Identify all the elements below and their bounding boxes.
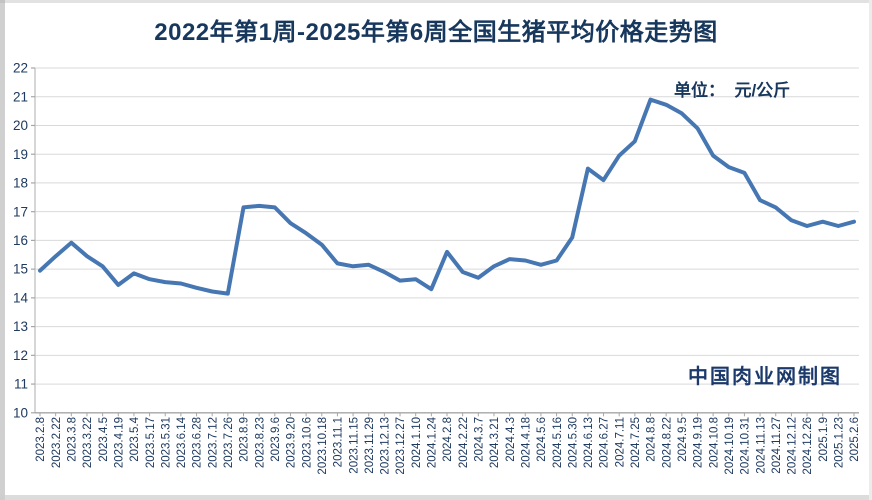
x-tick-label-11: 2023.7.12 xyxy=(207,417,219,468)
x-tick-label-52: 2025.2.6 xyxy=(849,417,861,462)
x-tick-label-28: 2024.3.7 xyxy=(474,417,486,462)
y-tick-label-16: 16 xyxy=(13,233,28,248)
x-tick-label-7: 2023.5.17 xyxy=(145,417,157,468)
x-tick-label-4: 2023.4.5 xyxy=(98,417,110,462)
x-tick-label-50: 2025.1.9 xyxy=(818,417,830,462)
y-tick-label-19: 19 xyxy=(13,147,28,162)
y-tick-label-11: 11 xyxy=(14,377,28,392)
x-tick-label-33: 2024.5.16 xyxy=(552,417,564,468)
price-line-series xyxy=(38,97,856,296)
unit-label: 单位： 元/公斤 xyxy=(674,81,791,100)
x-tick-label-18: 2023.10.18 xyxy=(317,417,329,475)
x-tick-label-31: 2024.4.18 xyxy=(520,417,532,468)
x-tick-label-37: 2024.7.11 xyxy=(614,417,626,467)
x-tick-label-12: 2023.7.26 xyxy=(223,417,235,468)
x-tick-label-24: 2024.1.10 xyxy=(411,417,423,468)
x-tick-label-38: 2024.7.25 xyxy=(630,417,642,468)
y-tick-label-15: 15 xyxy=(13,262,28,277)
x-tick-label-30: 2024.4.3 xyxy=(505,417,517,462)
watermark-text: 中国肉业网制图 xyxy=(688,366,842,388)
x-tick-label-16: 2023.9.20 xyxy=(286,417,298,468)
x-tick-label-21: 2023.11.29 xyxy=(364,417,376,474)
x-tick-label-5: 2023.4.19 xyxy=(113,417,125,468)
x-tick-label-3: 2023.3.22 xyxy=(82,417,94,468)
x-tick-label-26: 2024.2.8 xyxy=(442,417,454,462)
x-tick-label-1: 2023.2.22 xyxy=(51,417,63,468)
x-tick-label-25: 2024.1.24 xyxy=(427,416,439,468)
x-tick-label-9: 2023.6.14 xyxy=(176,416,188,468)
x-tick-label-14: 2023.8.23 xyxy=(254,417,266,468)
y-tick-label-12: 12 xyxy=(13,348,28,363)
y-tick-label-22: 22 xyxy=(13,61,28,76)
y-tick-label-20: 20 xyxy=(13,118,28,133)
x-tick-label-27: 2024.2.22 xyxy=(458,417,470,468)
x-tick-label-43: 2024.10.8 xyxy=(708,417,720,468)
x-tick-label-20: 2023.11.15 xyxy=(348,417,360,474)
x-tick-label-2: 2023.3.8 xyxy=(67,417,79,462)
x-tick-label-41: 2024.9.5 xyxy=(677,417,689,462)
y-tick-label-21: 21 xyxy=(13,89,28,104)
x-tick-label-44: 2024.10.19 xyxy=(724,417,736,475)
x-tick-label-51: 2025.1.23 xyxy=(834,417,846,468)
x-tick-label-32: 2024.5.6 xyxy=(536,417,548,462)
x-tick-label-17: 2023.10.6 xyxy=(301,417,313,468)
x-tick-label-23: 2023.12.27 xyxy=(395,417,407,475)
x-tick-label-0: 2023.2.8 xyxy=(35,417,47,462)
x-tick-label-13: 2023.8.9 xyxy=(239,417,251,462)
x-tick-label-22: 2023.12.13 xyxy=(380,417,392,475)
x-tick-label-40: 2024.8.22 xyxy=(661,417,673,468)
x-tick-label-42: 2024.9.19 xyxy=(693,417,705,468)
x-tick-label-47: 2024.11.27 xyxy=(771,417,783,474)
x-tick-label-29: 2024.3.21 xyxy=(489,417,501,468)
y-tick-label-17: 17 xyxy=(13,204,28,219)
y-tick-label-13: 13 xyxy=(13,319,28,334)
x-tick-label-34: 2024.5.30 xyxy=(567,417,579,468)
y-tick-label-10: 10 xyxy=(13,405,28,420)
x-tick-label-19: 2023.11.1 xyxy=(333,417,345,467)
x-tick-label-6: 2023.5.4 xyxy=(129,416,141,461)
x-tick-label-48: 2024.12.12 xyxy=(787,417,799,475)
x-tick-label-46: 2024.11.13 xyxy=(755,417,767,474)
x-tick-label-49: 2024.12.26 xyxy=(802,417,814,475)
x-tick-label-8: 2023.5.31 xyxy=(160,417,172,468)
chart-title: 2022年第1周-2025年第6周全国生猪平均价格走势图 xyxy=(154,19,718,46)
x-tick-label-35: 2024.6.13 xyxy=(583,417,595,468)
y-tick-label-14: 14 xyxy=(13,290,29,305)
x-tick-label-36: 2024.6.27 xyxy=(599,417,611,468)
x-tick-label-39: 2024.8.8 xyxy=(646,417,658,462)
x-tick-label-15: 2023.9.6 xyxy=(270,417,282,462)
y-tick-label-18: 18 xyxy=(13,176,28,191)
x-tick-label-10: 2023.6.28 xyxy=(192,417,204,468)
x-tick-label-45: 2024.10.31 xyxy=(740,417,752,475)
